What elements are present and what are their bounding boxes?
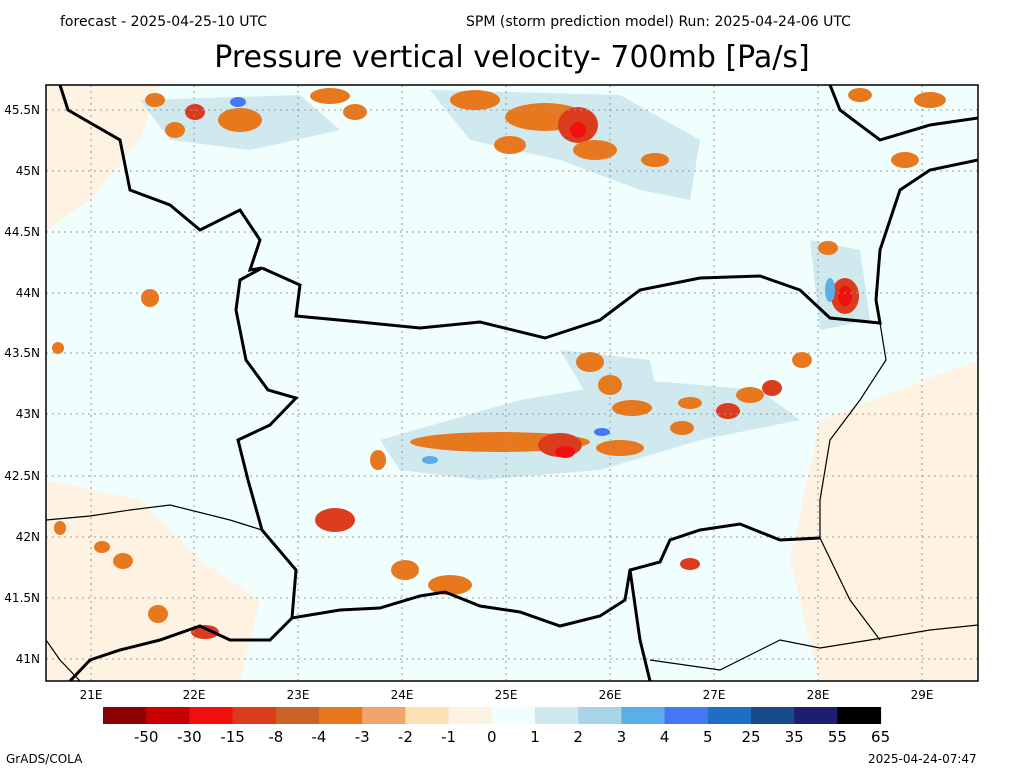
colorbar-tick-label: 5 (703, 728, 713, 746)
colorbar-swatch (751, 707, 795, 724)
colorbar-swatch (491, 707, 536, 724)
colorbar-swatch (189, 707, 234, 724)
lat-label: 41N (15, 652, 40, 666)
colorbar-tick-label: 55 (827, 728, 847, 746)
lat-label: 41.5N (4, 591, 40, 605)
lon-label: 26E (598, 688, 622, 702)
lat-label: 43N (15, 407, 40, 421)
country-borders (46, 85, 978, 681)
lon-label: 21E (79, 688, 103, 702)
lon-label: 27E (702, 688, 726, 702)
colorbar-tick-label: -1 (441, 728, 457, 746)
colorbar-tick-label: -4 (311, 728, 327, 746)
colorbar-tick-label: -2 (397, 728, 413, 746)
colorbar-tick-label: 35 (784, 728, 804, 746)
forecast-time-label: forecast - 2025-04-25-10 UTC (60, 14, 267, 30)
colorbar-tick-label: 65 (871, 728, 891, 746)
render-timestamp: 2025-04-24-07:47 (868, 752, 977, 766)
lat-label: 45N (15, 164, 40, 178)
colorbar-swatch (232, 707, 277, 724)
colorbar-tick-label: 3 (616, 728, 627, 746)
colorbar-tick-label: -3 (354, 728, 370, 746)
colorbar-tick-label: -30 (177, 728, 202, 746)
software-credit: GrADS/COLA (6, 752, 83, 766)
colorbar-swatch (405, 707, 450, 724)
colorbar-swatch (707, 707, 752, 724)
colorbar-swatch (146, 707, 190, 724)
lon-label: 22E (182, 688, 206, 702)
colorbar-swatch (837, 707, 882, 724)
lat-label: 42N (15, 530, 40, 544)
colorbar-swatch (448, 707, 493, 724)
colorbar-tick-label: -50 (133, 728, 159, 746)
colorbar-tick-label: 25 (741, 728, 761, 746)
colorbar-tick-label: 2 (573, 728, 583, 746)
map-title: Pressure vertical velocity- 700mb [Pa/s] (214, 40, 810, 75)
lat-label: 42.5N (4, 469, 40, 483)
colorbar-swatch (362, 707, 406, 724)
colorbar-swatch (578, 707, 622, 724)
colorbar-swatch (319, 707, 363, 724)
colorbar-swatch (275, 707, 320, 724)
velocity-field (46, 85, 978, 681)
colorbar-swatch (535, 707, 579, 724)
colorbar-tick-label: -8 (268, 728, 284, 746)
colorbar-tick-label: 4 (659, 728, 670, 746)
lat-label: 43.5N (4, 346, 40, 360)
lat-label: 44N (15, 286, 40, 300)
map-frame (45, 84, 979, 682)
model-run-label: SPM (storm prediction model) Run: 2025-0… (466, 14, 851, 30)
colorbar-swatch (794, 707, 838, 724)
colorbar-swatch (664, 707, 709, 724)
colorbar-tick-label: -15 (220, 728, 245, 746)
lat-label: 44.5N (4, 225, 40, 239)
colorbar-tick-label: 0 (487, 728, 497, 746)
lat-label: 45.5N (4, 103, 40, 117)
lon-label: 25E (494, 688, 518, 702)
lon-label: 28E (806, 688, 830, 702)
lon-label: 23E (286, 688, 310, 702)
colorbar-swatch (621, 707, 666, 724)
lon-label: 29E (910, 688, 934, 702)
colorbar-tick-label: 1 (530, 728, 540, 746)
colorbar-swatch (103, 707, 147, 724)
lon-label: 24E (390, 688, 414, 702)
